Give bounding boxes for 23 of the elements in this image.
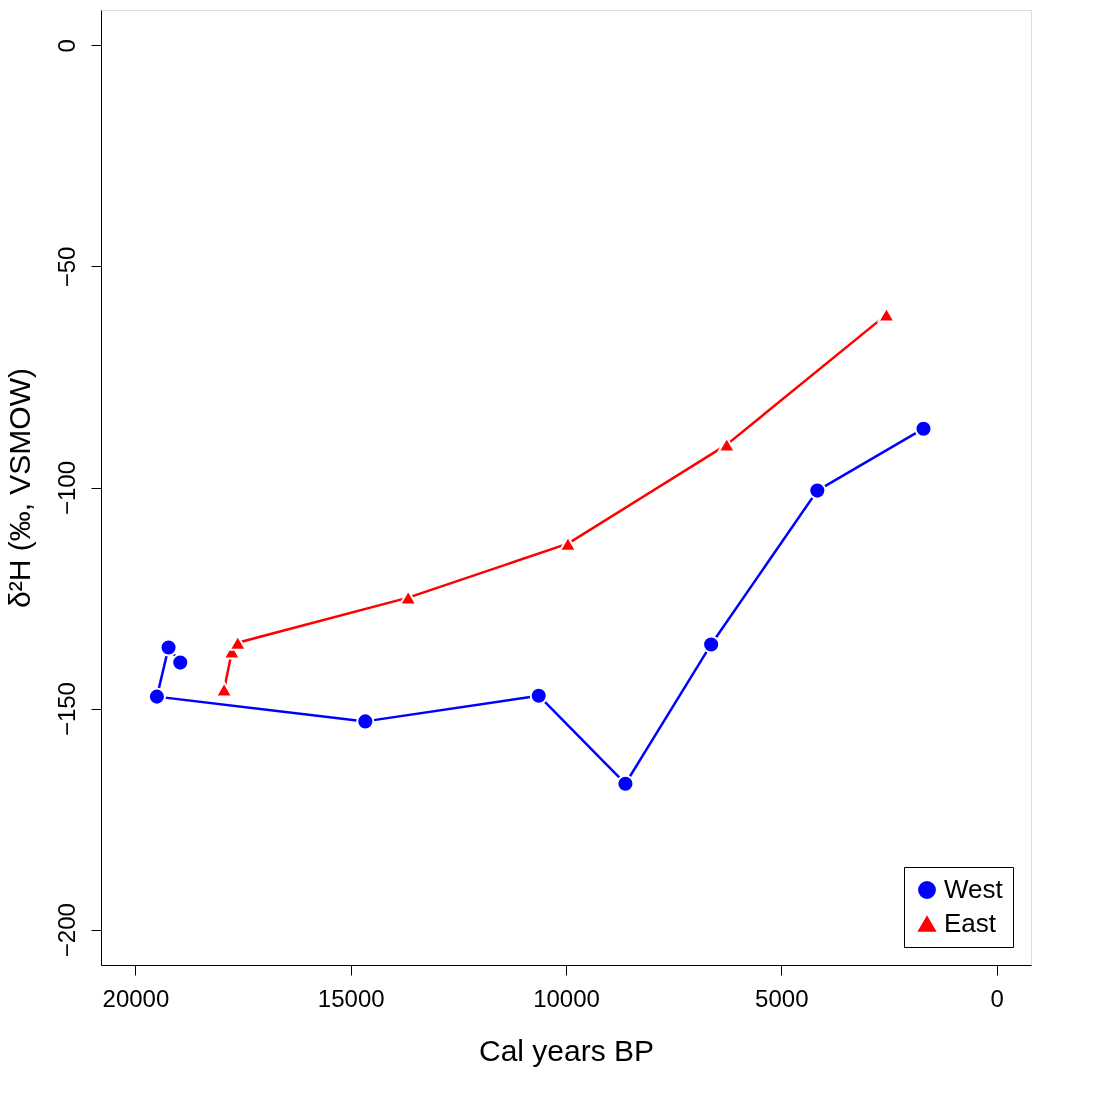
y-tick-label: −50 (52, 246, 80, 288)
point (147, 687, 166, 706)
x-tick-label: 0 (990, 984, 1004, 1012)
point (529, 686, 548, 705)
x-tick-label: 15000 (317, 984, 385, 1012)
x-axis-title: Cal years BP (478, 1033, 655, 1067)
point (616, 774, 635, 793)
legend-label: East (944, 908, 997, 938)
point (914, 419, 933, 438)
point (356, 712, 375, 731)
y-tick-label: −150 (52, 682, 80, 737)
y-axis-title: δ²H (‰, VSMOW) (2, 368, 36, 608)
y-tick-label: 0 (52, 39, 80, 53)
x-tick-label: 10000 (533, 984, 600, 1012)
legend-label: West (944, 874, 1004, 904)
x-tick-label: 20000 (102, 984, 170, 1012)
point (171, 653, 190, 672)
y-tick-label: −100 (52, 460, 80, 516)
y-tick-label: −200 (52, 903, 80, 958)
point (702, 635, 721, 654)
x-tick-label: 5000 (755, 984, 809, 1012)
point (808, 481, 827, 500)
point (159, 638, 178, 657)
